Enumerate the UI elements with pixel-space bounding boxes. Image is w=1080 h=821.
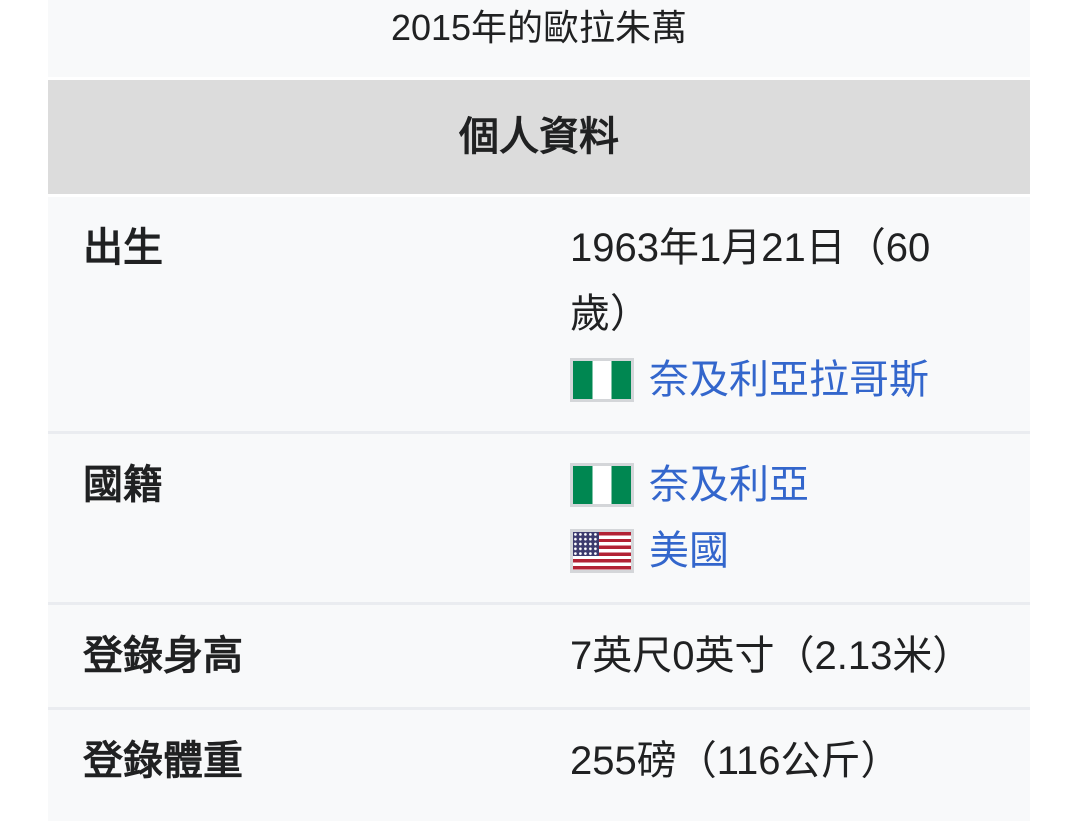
birthplace-line: 奈及利亞拉哥斯 xyxy=(570,347,990,413)
row-listed-height: 登錄身高 7英尺0英寸（2.13米） xyxy=(48,602,1030,707)
nationality-link-us[interactable]: 美國 xyxy=(649,529,729,573)
birth-date: 1963年1月21日（60歲） xyxy=(570,226,931,336)
us-flag-icon[interactable] xyxy=(570,529,634,573)
nigeria-flag-icon[interactable] xyxy=(570,463,634,507)
row-listed-weight: 登錄體重 255磅（116公斤） xyxy=(48,707,1030,812)
nationality-line-nigeria: 奈及利亞 xyxy=(570,452,990,518)
listed-height-label: 登錄身高 xyxy=(83,634,243,678)
nigeria-flag-icon[interactable] xyxy=(570,358,634,402)
section-header: 個人資料 xyxy=(48,77,1030,197)
listed-weight-label: 登錄體重 xyxy=(83,739,243,783)
nationality-value: 奈及利亞 美國 xyxy=(570,452,1030,584)
listed-height-value: 7英尺0英寸（2.13米） xyxy=(570,634,973,678)
birthplace-link[interactable]: 奈及利亞拉哥斯 xyxy=(649,358,929,402)
nationality-link-nigeria[interactable]: 奈及利亞 xyxy=(649,463,809,507)
listed-weight-value: 255磅（116公斤） xyxy=(570,739,901,783)
image-caption: 2015年的歐拉朱萬 xyxy=(390,7,688,48)
birth-value: 1963年1月21日（60歲） 奈及利亞拉哥斯 xyxy=(570,215,1030,413)
row-birth: 出生 1963年1月21日（60歲） 奈及利亞拉哥斯 xyxy=(48,197,1030,431)
nationality-label: 國籍 xyxy=(83,463,163,507)
birth-label: 出生 xyxy=(83,226,163,270)
row-nationality: 國籍 奈及利亞 美國 xyxy=(48,431,1030,602)
infobox: 2015年的歐拉朱萬 個人資料 出生 1963年1月21日（60歲） 奈及利亞拉… xyxy=(48,0,1030,821)
nationality-line-us: 美國 xyxy=(570,518,990,584)
